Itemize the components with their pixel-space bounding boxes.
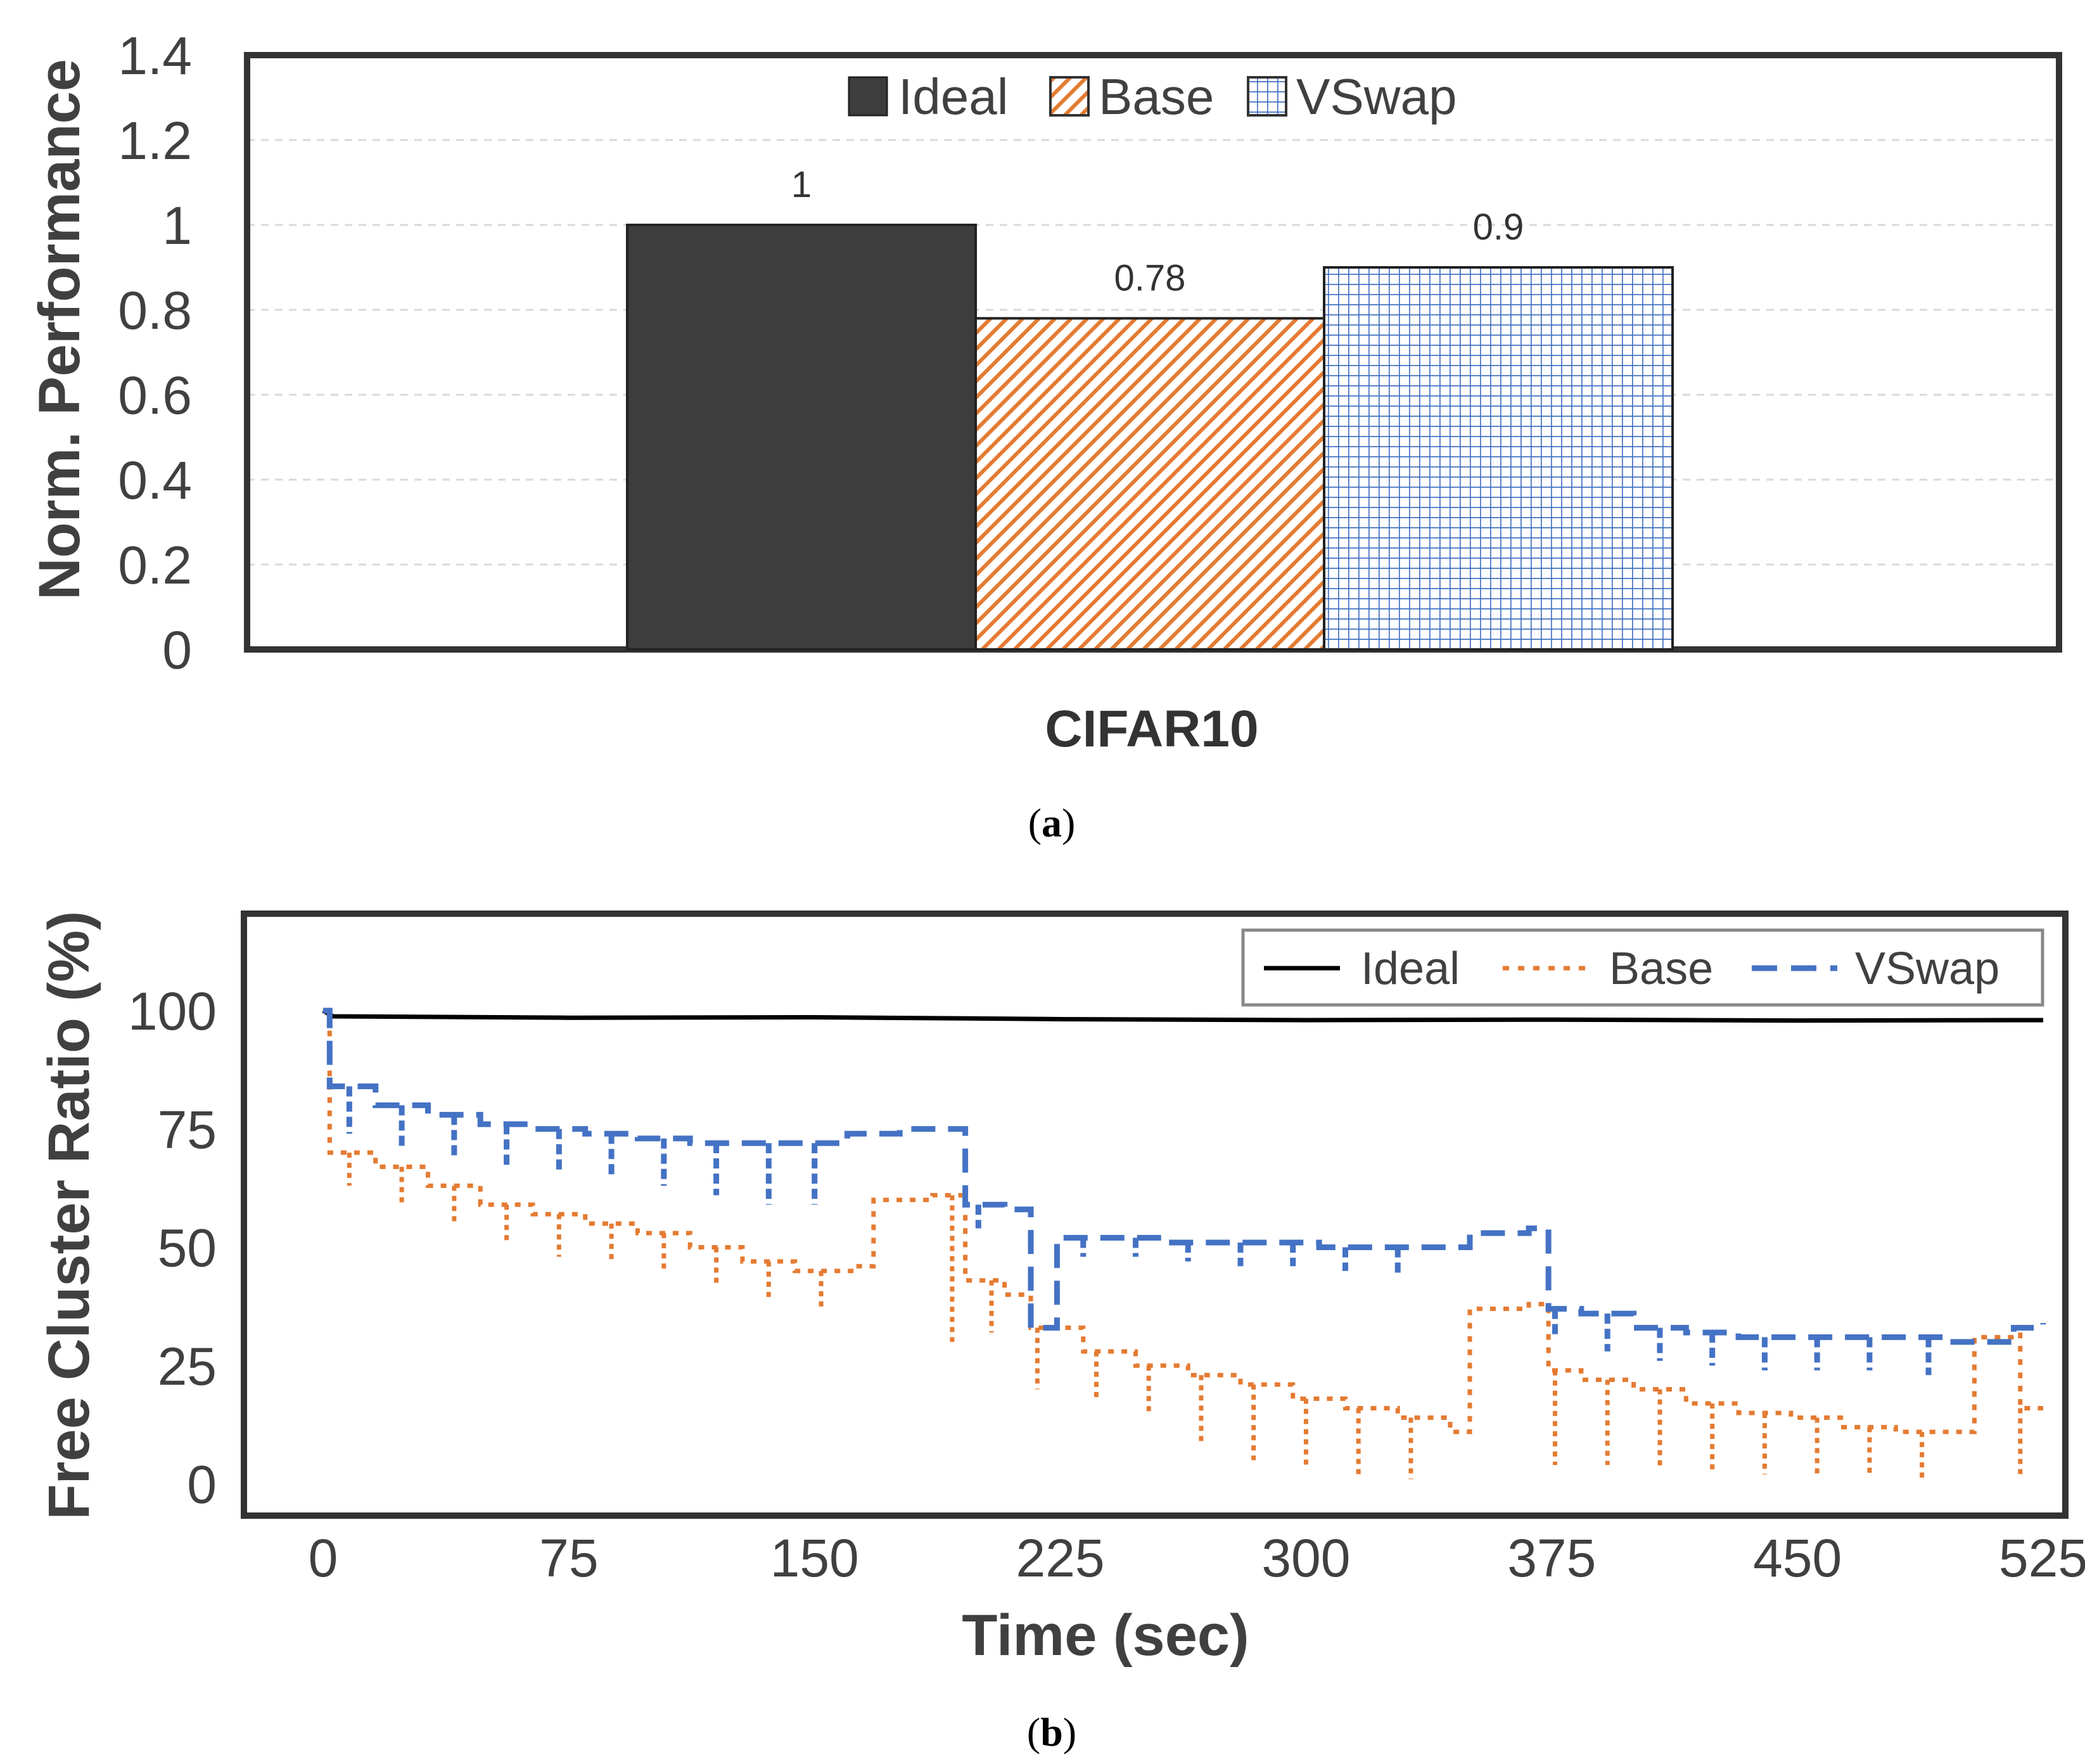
line-chart-y-tick-label: 25 [158, 1336, 217, 1396]
line-chart-y-tick-label: 75 [158, 1100, 217, 1160]
line-chart-y-tick-label: 100 [128, 981, 217, 1041]
bar-chart-a: 0 0.2 0.4 0.6 0.8 1 1.2 1.4 Norm. Performance 1… [27, 26, 2062, 845]
line-chart-y-ticks: 0 25 50 75 100 [128, 981, 217, 1514]
legend-label-vswap: VSwap [1855, 943, 1999, 994]
line-chart-x-tick-label: 450 [1753, 1528, 1842, 1588]
line-chart-x-tick-label: 150 [770, 1528, 859, 1588]
line-chart-x-tick-label: 375 [1507, 1528, 1596, 1588]
legend-label-ideal: Ideal [898, 68, 1008, 125]
legend-label-vswap: VSwap [1296, 68, 1457, 125]
data-label-vswap: 0.9 [1473, 207, 1524, 248]
bar-chart-y-tick-label: 0.4 [118, 451, 192, 510]
line-chart-y-tick-label: 50 [158, 1218, 217, 1278]
caption-a-letter: a [1042, 800, 1062, 845]
line-chart-x-ticks: 0 75 150 225 300 375 450 525 [309, 1528, 2085, 1588]
legend-label-ideal: Ideal [1361, 943, 1460, 994]
line-chart-x-axis-label: Time (sec) [962, 1603, 1249, 1668]
bar-ideal [626, 224, 977, 651]
line-chart-plot-frame [241, 911, 2069, 1519]
caption-b: (b) [1027, 1710, 1076, 1754]
bar-chart-y-tick-label: 0.2 [118, 535, 192, 595]
line-chart-x-tick-label: 525 [1999, 1528, 2085, 1588]
bar-chart-bars [626, 224, 1674, 651]
line-chart-x-tick-label: 225 [1016, 1528, 1104, 1588]
line-chart-x-tick-label: 0 [309, 1528, 338, 1588]
bar-chart-legend: Ideal Base VSwap [848, 68, 1457, 125]
bar-chart-y-tick-label: 0.8 [118, 281, 192, 340]
bar-chart-y-ticks: 0 0.2 0.4 0.6 0.8 1 1.2 1.4 [118, 26, 192, 680]
bar-chart-y-tick-label: 0.6 [118, 366, 192, 425]
series-line-vswap [323, 1007, 2046, 1345]
line-chart-legend: Ideal Base VSwap [1241, 928, 2044, 1007]
legend-swatch-ideal [848, 76, 888, 117]
legend-swatch-vswap [1247, 76, 1287, 117]
line-chart-x-tick-label: 300 [1261, 1528, 1350, 1588]
data-label-base: 0.78 [1114, 257, 1186, 298]
bar-vswap [1323, 266, 1674, 651]
line-chart-y-tick-label: 0 [187, 1455, 217, 1514]
caption-b-letter: b [1040, 1710, 1063, 1754]
bar-chart-y-tick-label: 1.2 [118, 111, 192, 170]
bar-chart-y-axis-label: Norm. Performance [27, 59, 92, 600]
line-chart-series [322, 1007, 2046, 1480]
series-line-ideal [322, 1008, 2044, 1023]
legend-box [1241, 928, 2044, 1007]
bar-chart-y-tick-label: 0 [162, 620, 192, 680]
legend-swatch-base [1049, 76, 1090, 117]
legend-label-base: Base [1609, 943, 1713, 994]
legend-label-base: Base [1099, 68, 1214, 125]
series-line-base [323, 1008, 2043, 1435]
line-chart-y-axis-label: Free Cluster Ratio (%) [37, 911, 101, 1519]
bar-chart-y-tick-label: 1.4 [118, 26, 192, 86]
bar-chart-data-labels: 1 0.78 0.9 [791, 164, 1524, 298]
bar-chart-y-tick-label: 1 [162, 196, 192, 255]
line-chart-x-tick-label: 75 [539, 1528, 598, 1588]
data-label-ideal: 1 [791, 164, 812, 205]
line-chart-b: 0 25 50 75 100 0 75 150 225 300 375 450 525 Free Cl… [37, 911, 2085, 1754]
bar-base [974, 317, 1325, 651]
caption-a: (a) [1028, 800, 1076, 845]
bar-chart-x-category-label: CIFAR10 [1045, 700, 1258, 758]
